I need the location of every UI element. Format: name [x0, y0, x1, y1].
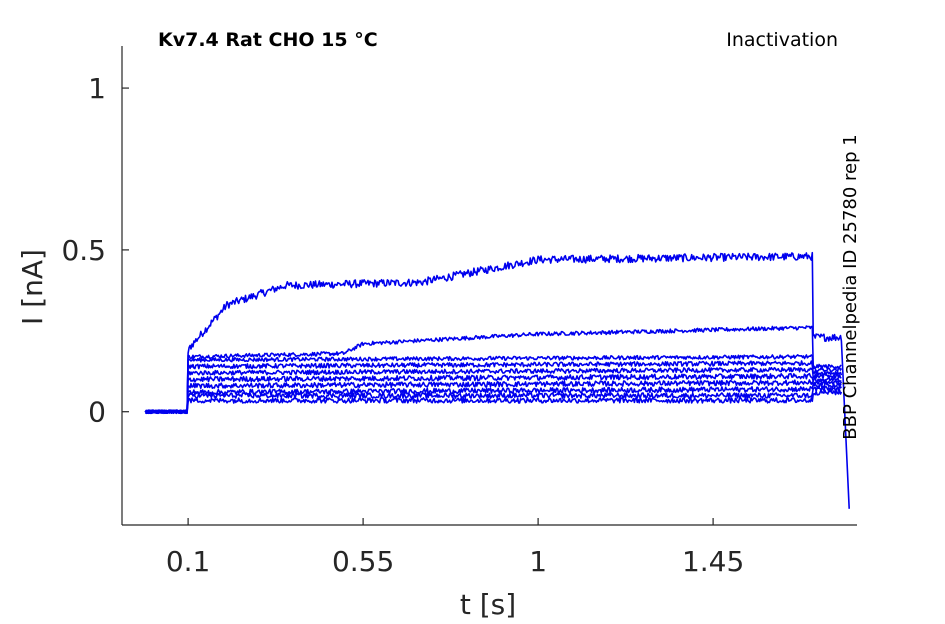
- x-tick-label: 0.55: [332, 545, 394, 578]
- series-line-9: [144, 385, 843, 414]
- y-axis-label: I [nA]: [16, 249, 49, 325]
- chart-title: Kv7.4 Rat CHO 15 °C: [158, 29, 378, 51]
- series-line-4: [144, 360, 843, 415]
- y-tick-label: 0.5: [61, 234, 106, 267]
- series-line-10: [144, 389, 843, 415]
- side-label: BBP Channelpedia ID 25780 rep 1: [840, 134, 861, 439]
- series-line-5: [145, 366, 842, 414]
- x-tick-label: 0.1: [166, 545, 211, 578]
- x-tick-label: 1.45: [682, 545, 744, 578]
- ticks: 0.1 0.55 1 1.45 0 0.5 1: [61, 72, 744, 578]
- series-line-2: [144, 325, 842, 415]
- series-line-7: [144, 379, 843, 415]
- series-line-1: [144, 251, 850, 509]
- x-axis-label: t [s]: [460, 588, 516, 621]
- series-line-6: [144, 372, 842, 414]
- chart-subtitle: Inactivation: [726, 29, 838, 51]
- plot-area: [144, 251, 850, 509]
- series-line-8: [144, 382, 842, 415]
- series-line-3: [145, 354, 843, 415]
- y-tick-label: 0: [88, 396, 106, 429]
- axes: [121, 46, 857, 526]
- y-tick-label: 1: [88, 72, 106, 105]
- x-tick-label: 1: [529, 545, 547, 578]
